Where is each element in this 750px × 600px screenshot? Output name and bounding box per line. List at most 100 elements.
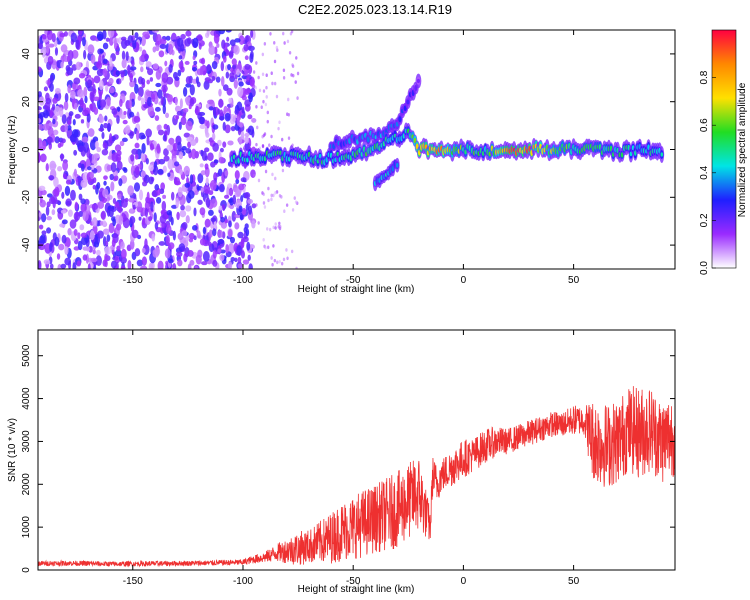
noise-speckle xyxy=(123,126,131,135)
noise-speckle xyxy=(96,249,101,256)
noise-speckle xyxy=(175,115,180,120)
noise-speckle xyxy=(177,69,182,77)
noise-speckle xyxy=(261,72,265,77)
noise-speckle xyxy=(257,178,261,183)
noise-speckle xyxy=(87,85,94,92)
noise-speckle xyxy=(90,54,96,64)
noise-speckle xyxy=(166,124,171,136)
noise-speckle xyxy=(267,245,270,250)
noise-speckle xyxy=(152,30,160,33)
noise-speckle xyxy=(38,139,43,149)
noise-speckle xyxy=(167,172,171,177)
noise-speckle xyxy=(105,37,110,42)
noise-speckle xyxy=(145,61,152,68)
noise-speckle xyxy=(227,140,234,146)
noise-speckle xyxy=(119,98,123,108)
noise-speckle xyxy=(178,55,183,60)
noise-speckle xyxy=(246,241,251,251)
noise-speckle xyxy=(49,263,54,269)
noise-speckle xyxy=(244,63,251,70)
noise-speckle xyxy=(282,76,286,80)
noise-speckle xyxy=(271,81,274,86)
noise-speckle xyxy=(224,124,231,134)
noise-speckle xyxy=(252,173,256,178)
noise-speckle xyxy=(233,45,240,55)
noise-speckle xyxy=(49,82,54,92)
noise-speckle xyxy=(45,163,49,172)
noise-speckle xyxy=(228,97,233,104)
noise-speckle xyxy=(76,260,82,267)
noise-speckle xyxy=(199,65,203,76)
noise-speckle xyxy=(106,196,111,202)
noise-speckle xyxy=(280,137,284,142)
noise-speckle xyxy=(228,187,234,197)
noise-speckle xyxy=(251,117,257,123)
noise-speckle xyxy=(266,119,269,124)
noise-speckle xyxy=(249,53,254,63)
noise-speckle xyxy=(118,215,124,225)
noise-speckle xyxy=(199,124,206,130)
noise-speckle xyxy=(174,105,182,113)
noise-speckle xyxy=(86,79,93,88)
noise-speckle xyxy=(278,259,281,264)
noise-speckle xyxy=(64,123,68,133)
noise-speckle xyxy=(227,261,233,269)
noise-speckle xyxy=(67,84,72,94)
noise-speckle xyxy=(227,228,233,238)
noise-speckle xyxy=(138,216,142,221)
noise-speckle xyxy=(199,207,206,216)
noise-speckle xyxy=(121,137,128,143)
noise-speckle xyxy=(93,177,97,184)
noise-speckle xyxy=(115,70,121,77)
noise-speckle xyxy=(283,41,286,45)
noise-speckle xyxy=(69,134,77,143)
noise-speckle xyxy=(116,115,120,124)
noise-speckle xyxy=(137,95,142,101)
noise-speckle xyxy=(80,202,87,213)
noise-speckle xyxy=(77,89,84,98)
noise-speckle xyxy=(244,55,249,60)
spectrogram-signal-layer xyxy=(229,73,665,192)
noise-speckle xyxy=(129,66,137,71)
noise-speckle xyxy=(244,132,250,138)
noise-speckle xyxy=(251,220,256,229)
noise-speckle xyxy=(73,229,78,237)
noise-speckle xyxy=(155,197,162,204)
noise-speckle xyxy=(145,157,149,165)
noise-speckle xyxy=(67,228,72,236)
noise-speckle xyxy=(263,205,267,209)
noise-speckle xyxy=(240,177,247,183)
noise-speckle xyxy=(120,36,127,41)
noise-speckle xyxy=(166,209,172,216)
noise-speckle xyxy=(109,37,114,46)
noise-speckle xyxy=(80,119,85,124)
y-tick-label: -40 xyxy=(21,237,32,252)
noise-speckle xyxy=(99,220,104,226)
noise-speckle xyxy=(164,248,171,259)
noise-speckle xyxy=(245,204,250,211)
noise-speckle xyxy=(272,225,275,230)
noise-speckle xyxy=(272,193,275,198)
noise-speckle xyxy=(184,182,191,188)
noise-speckle xyxy=(178,151,184,160)
noise-speckle xyxy=(86,113,91,123)
secondary-ridge xyxy=(416,78,420,84)
noise-speckle xyxy=(211,75,216,82)
noise-speckle xyxy=(180,204,185,211)
noise-speckle xyxy=(261,191,264,195)
noise-speckle xyxy=(266,110,270,115)
signal-ridge xyxy=(413,138,417,144)
noise-speckle xyxy=(218,115,225,121)
snr-series xyxy=(38,386,675,568)
noise-speckle xyxy=(120,248,127,259)
figure-title: C2E2.2025.023.13.14.R19 xyxy=(298,2,452,17)
noise-speckle xyxy=(51,103,56,111)
noise-speckle xyxy=(234,222,240,230)
noise-speckle xyxy=(290,30,294,34)
noise-speckle xyxy=(248,92,253,103)
noise-speckle xyxy=(134,166,140,176)
noise-speckle xyxy=(41,230,47,235)
lower-branch xyxy=(395,162,399,168)
noise-speckle xyxy=(102,58,108,65)
noise-speckle xyxy=(238,183,245,191)
